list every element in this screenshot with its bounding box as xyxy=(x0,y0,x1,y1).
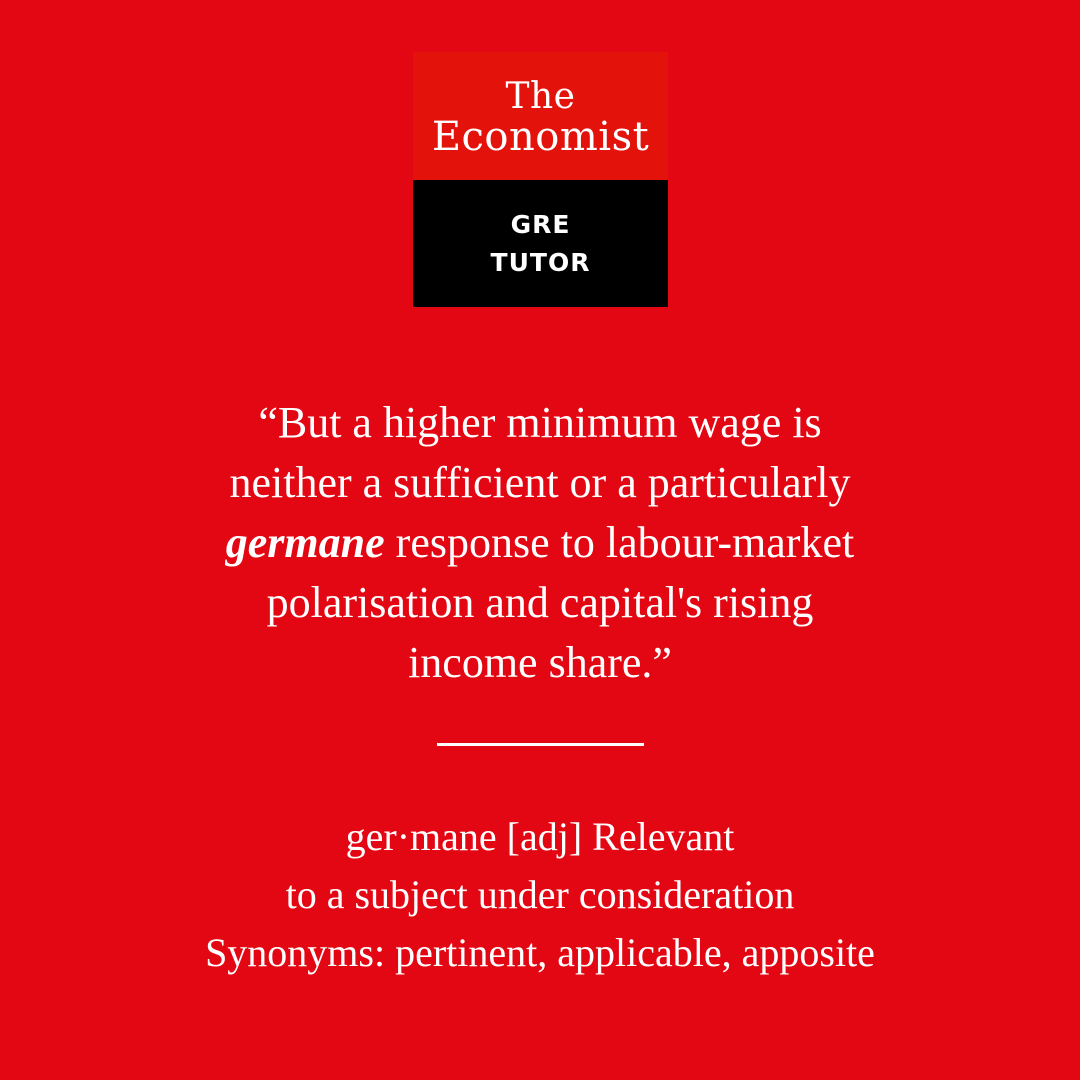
definition-block: ger·mane [adj] Relevant to a subject und… xyxy=(90,808,990,982)
quote-keyword: germane xyxy=(225,518,385,567)
logo-tutor-text: TUTOR xyxy=(490,247,591,277)
economist-gre-tutor-logo: The Economist GRE TUTOR xyxy=(413,52,668,307)
synonyms-line: Synonyms: pertinent, applicable, apposit… xyxy=(205,930,875,975)
quote-line-3-rest: response to labour-market xyxy=(384,518,855,567)
quote-line-5: income share.” xyxy=(408,638,672,687)
divider xyxy=(437,743,644,746)
quote-line-1: “But a higher minimum wage is xyxy=(258,398,822,447)
definition-line-1: ger·mane [adj] Relevant xyxy=(345,814,735,859)
definition-line-2: to a subject under consideration xyxy=(285,872,795,917)
quote-line-2: neither a sufficient or a particularly xyxy=(229,458,851,507)
logo-gre-tutor-block: GRE TUTOR xyxy=(413,180,668,307)
logo-gre-text: GRE xyxy=(510,209,571,239)
logo-economist-text: Economist xyxy=(431,114,650,160)
quote-line-4: polarisation and capital's rising xyxy=(266,578,814,627)
quote-block: “But a higher minimum wage is neither a … xyxy=(90,393,990,693)
logo-wordmark: The Economist xyxy=(413,52,668,180)
logo-the-text: The xyxy=(505,76,576,117)
quote-line-3: germane response to labour-market xyxy=(90,513,990,573)
